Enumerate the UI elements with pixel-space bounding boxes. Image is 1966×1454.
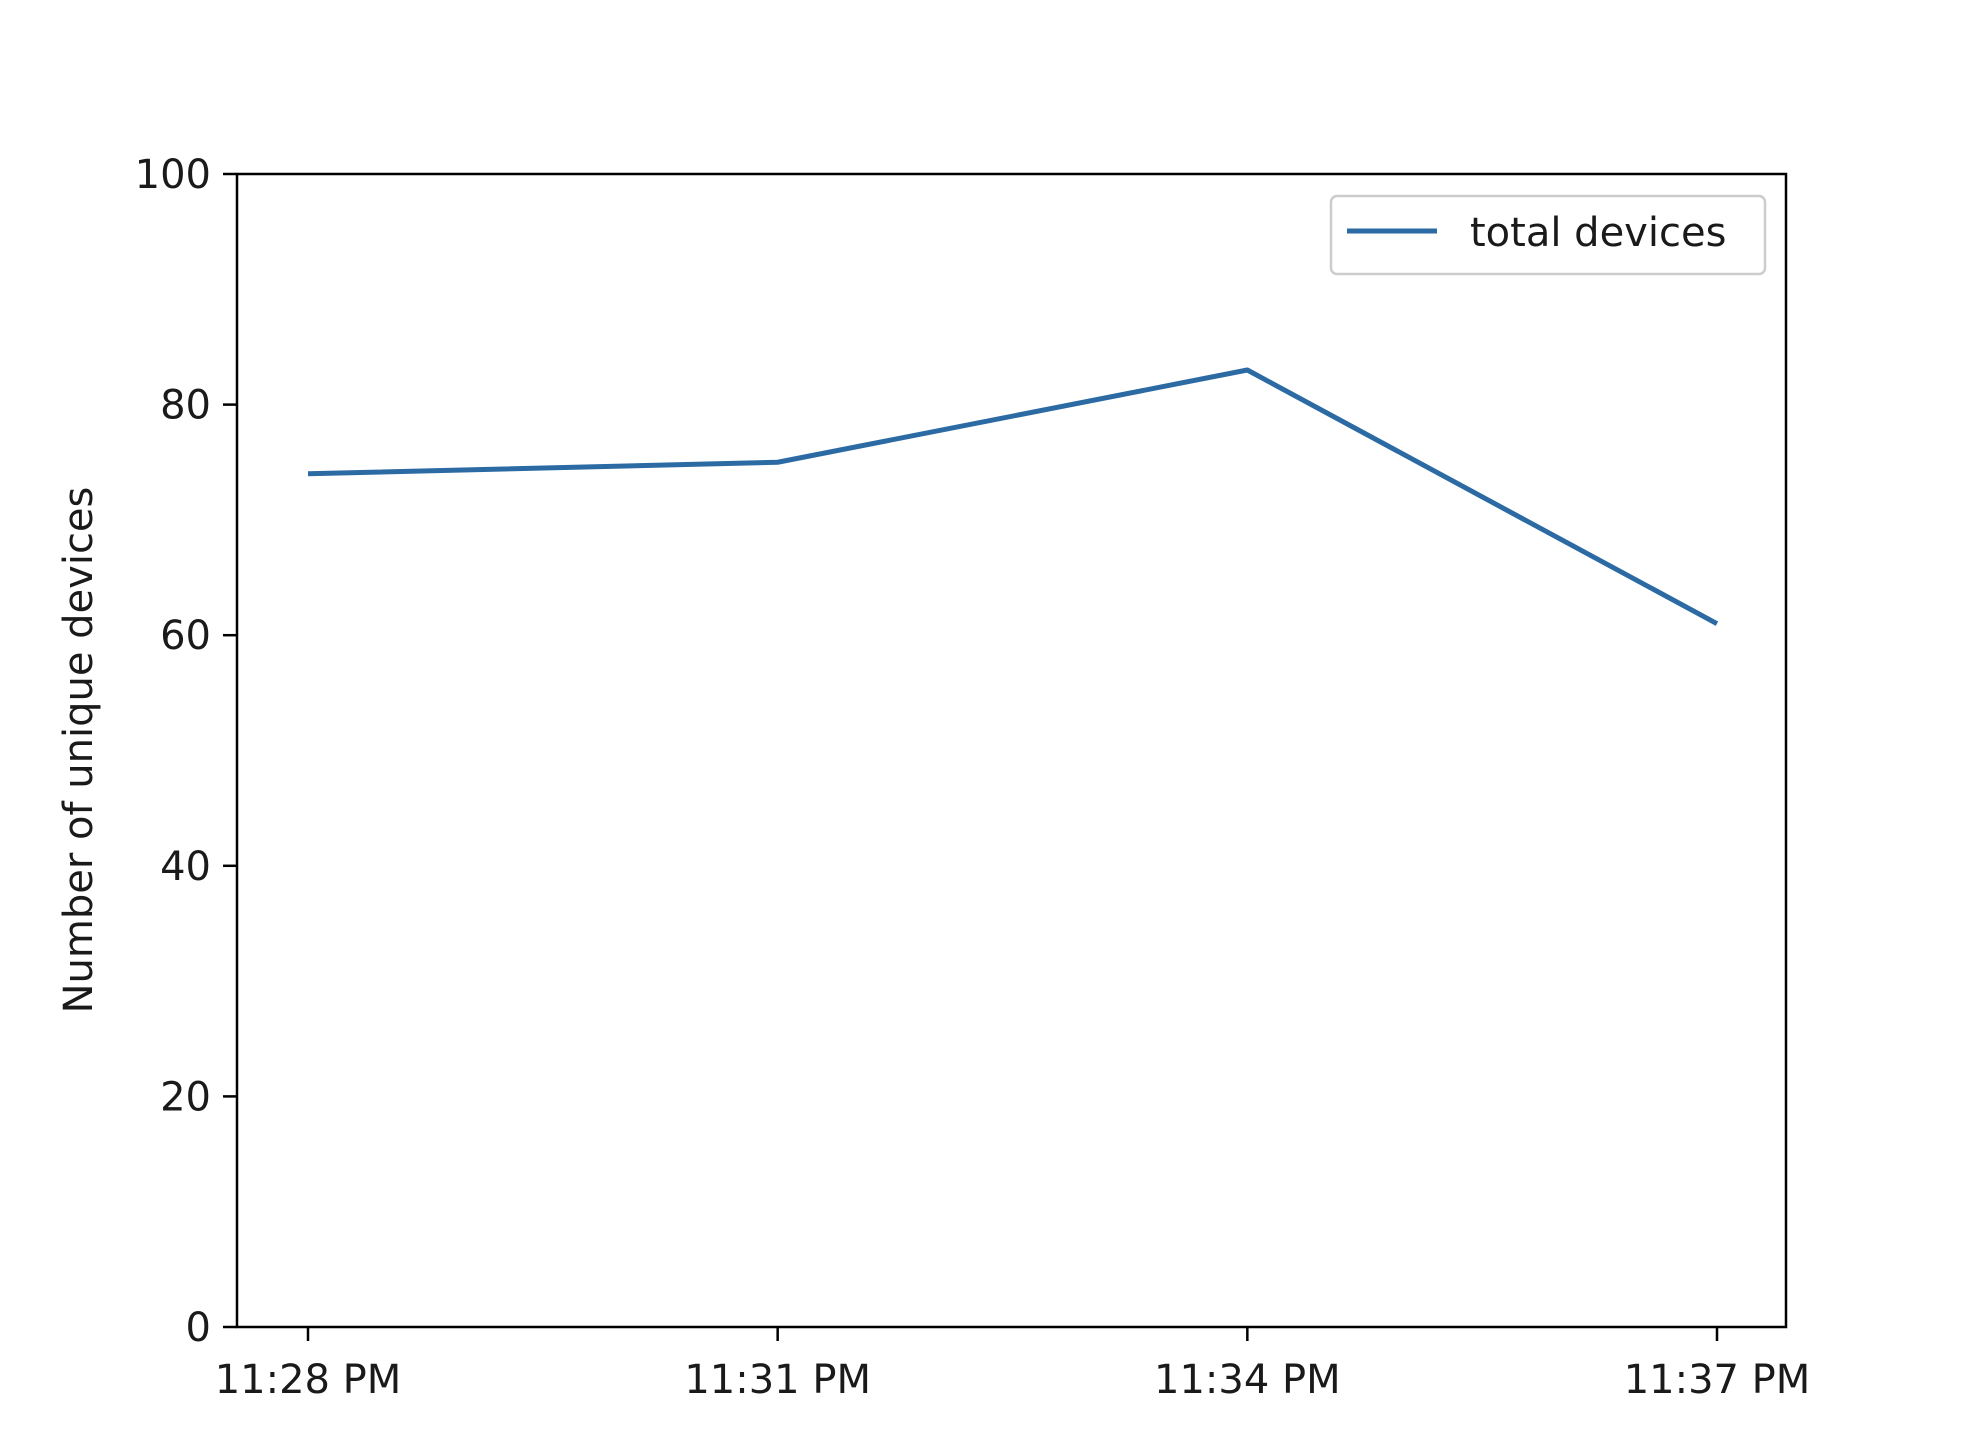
data-point [306, 471, 311, 476]
data-point [1245, 368, 1250, 373]
legend-label: total devices [1470, 210, 1726, 256]
y-tick-label: 100 [135, 152, 211, 198]
plot-frame [235, 172, 1788, 1329]
data-point [1715, 621, 1720, 626]
x-tick-label: 11:28 PM [215, 1357, 402, 1403]
x-axis-ticks: 11:28 PM 11:31 PM 11:34 PM 11:37 PM [215, 1327, 1811, 1403]
y-tick-label: 20 [160, 1074, 211, 1120]
series-layer [306, 367, 1720, 626]
y-tick-label: 60 [160, 613, 211, 659]
series-line [307, 367, 1719, 626]
x-tick-label: 11:31 PM [684, 1357, 871, 1403]
plot-area [237, 174, 1786, 1327]
legend: total devices [1329, 194, 1767, 276]
y-tick-label: 80 [160, 383, 211, 429]
legend-box [1329, 194, 1767, 276]
y-tick-label: 40 [160, 844, 211, 890]
x-tick-label: 11:37 PM [1624, 1357, 1811, 1403]
y-tick-label: 0 [186, 1305, 211, 1351]
y-axis-label: Number of unique devices [56, 487, 102, 1014]
data-point [775, 460, 780, 465]
x-tick-label: 11:34 PM [1154, 1357, 1341, 1403]
y-axis-ticks: 0 20 40 60 80 100 [135, 152, 237, 1351]
